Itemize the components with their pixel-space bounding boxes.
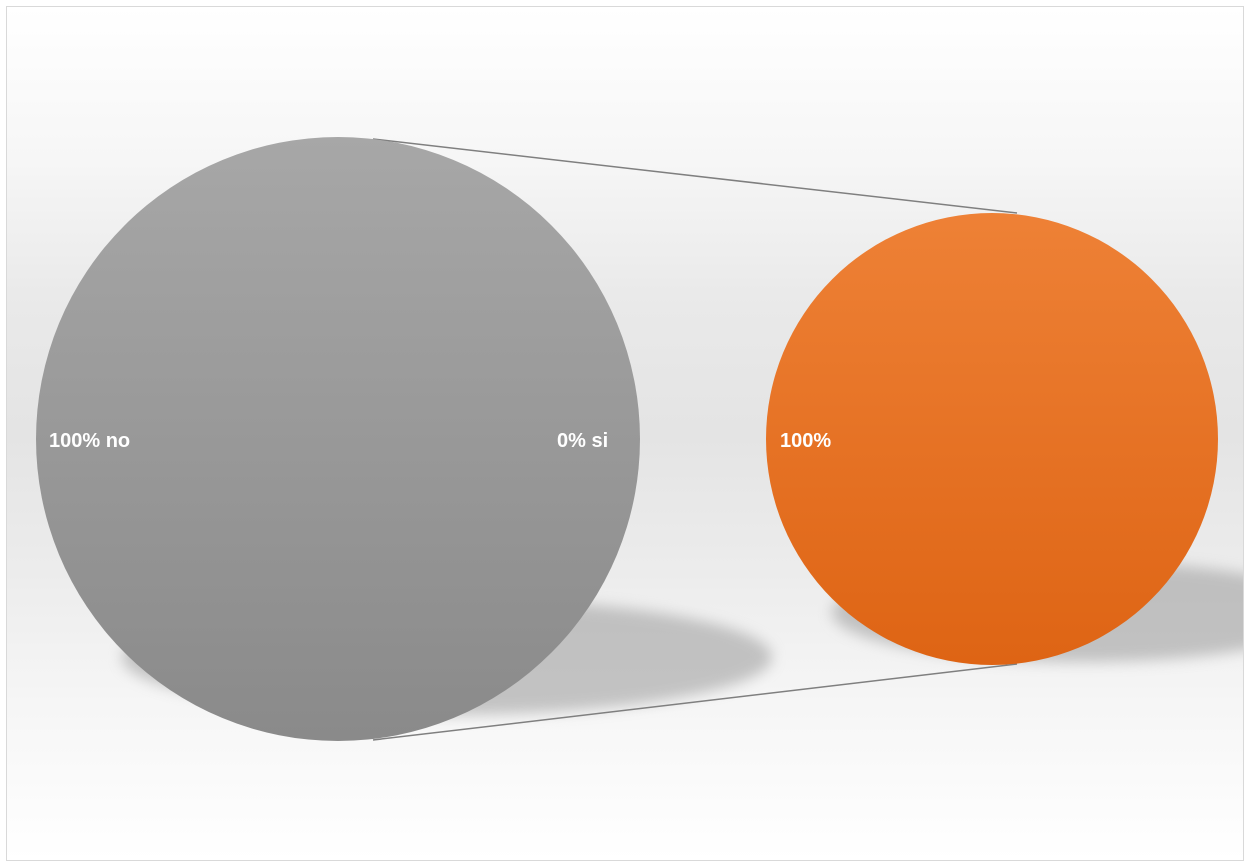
- connector-line-top: [372, 138, 1018, 214]
- data-label-no: 100% no: [49, 430, 130, 452]
- pie-of-pie-chart: 100% no 0% si 100%: [36, 137, 1243, 741]
- data-label-secondary: 100%: [780, 430, 831, 452]
- pie-slice-no: [36, 137, 640, 741]
- connector-line-bottom: [372, 663, 1018, 741]
- data-label-si: 0% si: [557, 430, 608, 452]
- chart-area: 100% no 0% si 100%: [6, 6, 1244, 861]
- secondary-pie-slice: [766, 213, 1218, 665]
